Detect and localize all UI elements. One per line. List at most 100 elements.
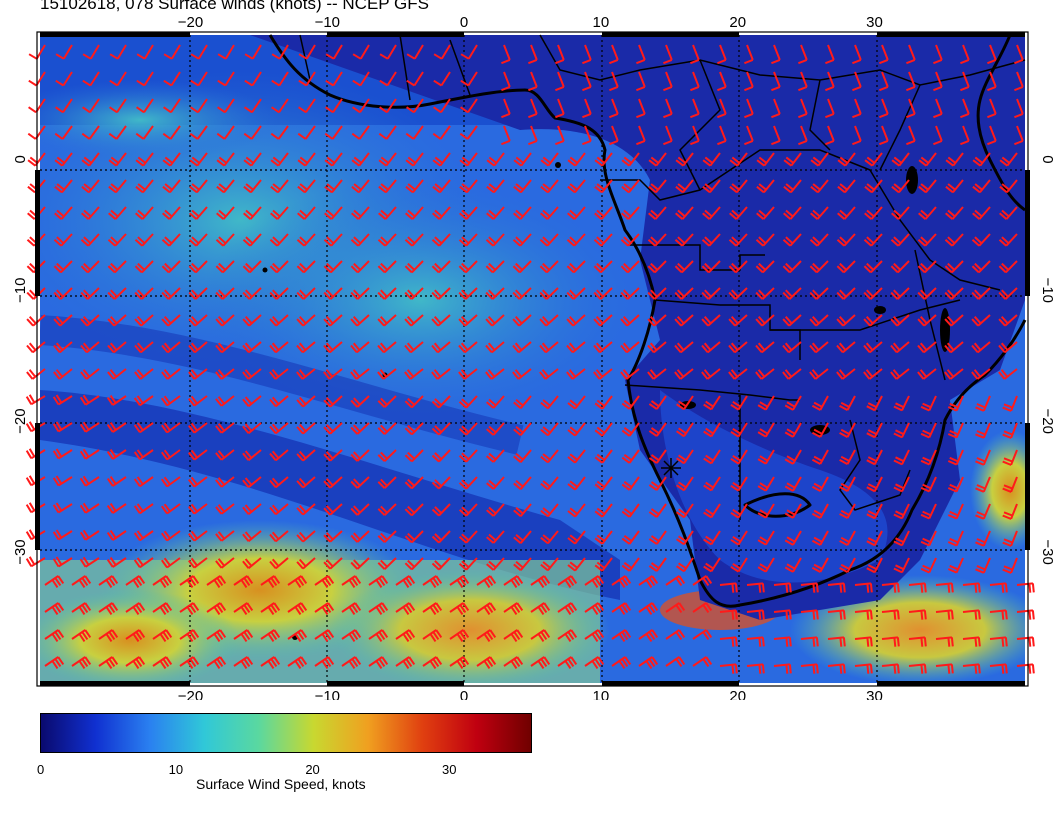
wind-barb (852, 98, 862, 119)
lat-tick-label-left: −10 (12, 278, 29, 303)
wind-barb (135, 179, 154, 194)
wind-barb (854, 609, 873, 620)
wind-barb (944, 260, 964, 274)
wind-barb (945, 152, 964, 167)
wind-barb (341, 656, 362, 669)
wind-barb (350, 503, 370, 516)
wind-barb (620, 260, 640, 274)
wind-barb (55, 98, 73, 114)
wind-barb (71, 629, 92, 642)
wind-barb (866, 503, 883, 520)
wind-barb (771, 44, 781, 65)
wind-barb (784, 557, 802, 573)
wind-barb (648, 530, 667, 545)
wind-barb (188, 476, 208, 488)
wind-barb (81, 152, 100, 167)
wind-barb (125, 656, 146, 669)
wind-barb (54, 179, 73, 194)
wind-barb (82, 71, 100, 87)
wind-barb (125, 629, 146, 642)
wind-barb (908, 609, 927, 620)
wind-barb (971, 314, 991, 327)
lakes (262, 162, 950, 640)
wind-barb (242, 503, 262, 515)
wind-barb (377, 260, 397, 274)
wind-barb (987, 44, 997, 65)
wind-barb (431, 422, 451, 436)
wind-barb (703, 557, 721, 573)
wind-barb (351, 206, 370, 220)
wind-barb (582, 125, 592, 146)
wind-barb (920, 557, 937, 574)
wind-barb (432, 179, 451, 194)
wind-barb (971, 260, 991, 274)
wind-barb (863, 233, 883, 247)
wind-barb (692, 656, 713, 667)
wind-barb (431, 530, 451, 544)
wind-barb (757, 557, 775, 573)
wind-barb (476, 575, 497, 588)
wind-barb (54, 206, 73, 220)
wind-barb (269, 341, 289, 354)
wind-barb (405, 206, 424, 220)
wind-barb (944, 314, 964, 327)
wind-barb (82, 98, 100, 114)
wind-barb (404, 287, 424, 300)
wind-barb (757, 449, 775, 465)
wind-barb (350, 395, 370, 408)
wind-barb (513, 476, 532, 490)
wind-barb (539, 260, 559, 274)
wind-barb (881, 663, 900, 674)
wind-barb (260, 629, 281, 642)
wind-barb (377, 287, 397, 300)
wind-barb (648, 476, 667, 491)
wind-barb (485, 314, 505, 327)
wind-barb (28, 71, 46, 87)
wind-barb (215, 233, 235, 247)
lon-tick-label-top: 30 (866, 14, 883, 31)
wind-barb (611, 656, 632, 669)
wind-barb (134, 314, 154, 327)
wind-barb (593, 287, 613, 300)
wind-barb (513, 206, 532, 220)
wind-barb (528, 44, 538, 65)
wind-barb (298, 44, 316, 60)
wind-barb (611, 629, 632, 642)
wind-barb (530, 602, 551, 615)
wind-barb (611, 602, 632, 615)
wind-barb (179, 656, 200, 669)
wind-barb (811, 503, 829, 519)
wind-barb (406, 98, 424, 114)
wind-barb (98, 656, 119, 669)
wind-barb (746, 663, 765, 674)
wind-barb (703, 449, 721, 465)
wind-barb (1016, 609, 1035, 620)
wind-barb (404, 233, 424, 247)
wind-barb (566, 368, 586, 380)
wind-barb (960, 125, 970, 146)
wind-barb (163, 71, 181, 87)
wind-barb (594, 206, 613, 220)
wind-barb (944, 341, 964, 354)
wind-barb (55, 71, 73, 87)
wind-barb (757, 530, 775, 546)
wind-barb (233, 602, 254, 615)
wind-barb (270, 125, 289, 140)
wind-barb (188, 314, 208, 327)
wind-barb (133, 503, 154, 515)
wind-barb (323, 341, 343, 354)
wind-barb (351, 179, 370, 194)
wind-barb (80, 368, 100, 380)
wind-barb (216, 206, 235, 220)
wind-barb (459, 206, 478, 220)
wind-barb (513, 395, 532, 409)
wind-barb (350, 260, 370, 274)
wind-barb (133, 557, 154, 569)
wind-barb (825, 125, 835, 146)
wind-barb (298, 98, 316, 114)
wind-barb (540, 179, 559, 194)
wind-barb (108, 125, 127, 140)
wind-barb (459, 125, 478, 140)
wind-barb (540, 530, 559, 545)
wind-barb (798, 125, 808, 146)
